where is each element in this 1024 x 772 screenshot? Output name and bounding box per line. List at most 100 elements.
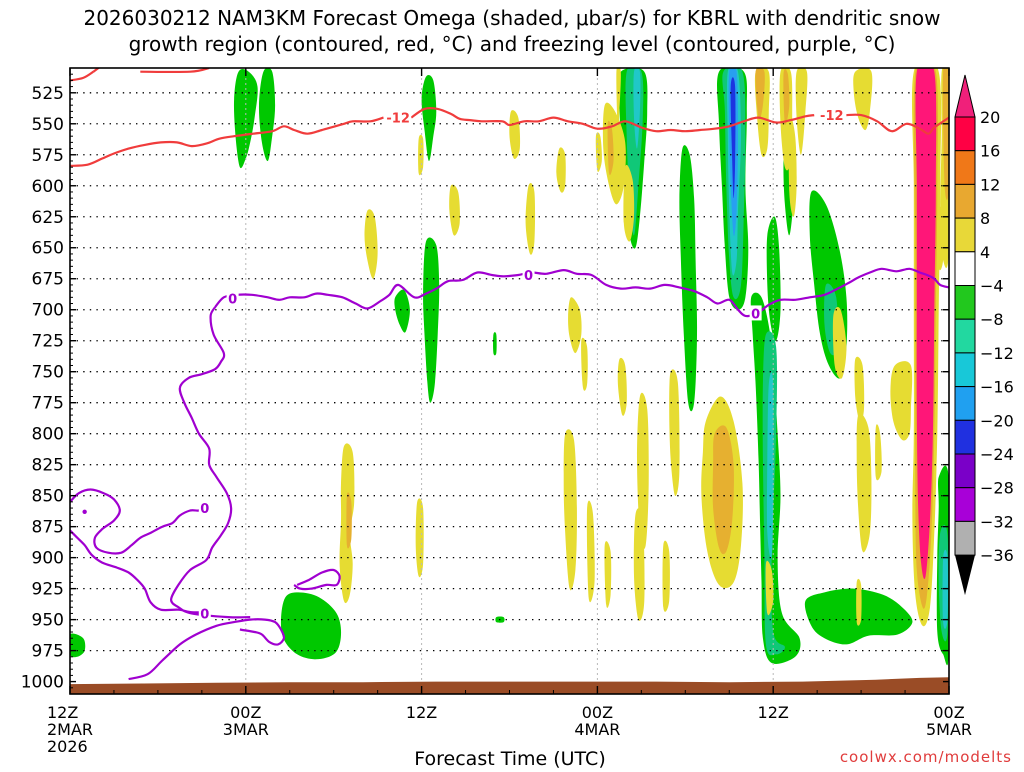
colorbar-label-7: −12: [980, 344, 1014, 363]
y-tick-label-1000: 1000: [21, 673, 64, 693]
omega-shading-layer: [70, 68, 949, 666]
omega-region-pos8-72: [942, 68, 949, 201]
omega-region-neg20-28: [730, 77, 736, 199]
omega-region-pos4-41: [364, 209, 378, 279]
x-tick-label-4: 12Z: [758, 703, 789, 722]
omega-region-pos4-40: [556, 147, 566, 193]
omega-region-neg4-13: [280, 592, 342, 660]
x-tick-label-0: 12Z: [47, 703, 78, 722]
ground-surface: [70, 677, 949, 694]
colorbar-label-13: −36: [980, 546, 1014, 565]
freezing-label-bg-3: [522, 267, 535, 283]
y-tick-label-550: 550: [32, 115, 64, 135]
freezing-label-bg-4: [749, 305, 762, 321]
x-tick-date-3: 4MAR: [574, 720, 620, 739]
dgz-contour-3: [70, 116, 384, 167]
x-tick-label-5: 00Z: [933, 703, 964, 722]
colorbar-label-8: −16: [980, 378, 1014, 397]
colorbar-label-2: 12: [980, 175, 1000, 194]
y-tick-label-675: 675: [32, 270, 64, 290]
omega-region-pos4-55: [788, 114, 797, 217]
omega-region-pos4-49: [633, 508, 645, 621]
y-tick-label-525: 525: [32, 84, 64, 104]
freezing-label-bg-2: [198, 605, 211, 621]
omega-region-pos4-35: [623, 164, 635, 242]
colorbar-label-10: −24: [980, 445, 1014, 464]
colorbar-swatch-12: [954, 520, 976, 556]
freezing-label-1: 0: [200, 502, 209, 517]
x-tick-label-3: 00Z: [582, 703, 613, 722]
x-axis-label: Forecast Time (UTC): [414, 748, 605, 768]
freezing-contour-2: [70, 529, 207, 614]
y-tick-label-725: 725: [32, 332, 64, 352]
omega-region-pos4-36: [595, 132, 602, 173]
omega-region-pos4-56: [832, 306, 847, 379]
chart-title-line2: growth region (contoured, red, °C) and f…: [129, 32, 896, 56]
freezing-label-4: 0: [751, 307, 760, 322]
colorbar-bottom-arrow: [955, 555, 975, 596]
omega-region-pos4-58: [856, 413, 872, 553]
dgz-contour-5: [846, 113, 949, 135]
x-tick-label-1: 00Z: [230, 703, 261, 722]
dgz-label-0: -12: [386, 112, 410, 127]
omega-region-neg4-1: [258, 68, 276, 162]
y-tick-label-625: 625: [32, 208, 64, 228]
y-tick-label-875: 875: [32, 518, 64, 538]
colorbar-swatch-9: [954, 419, 976, 455]
omega-region-pos4-45: [563, 429, 577, 591]
omega-region-pos8-69: [607, 120, 614, 176]
colorbar-swatch-0: [954, 116, 976, 152]
omega-region-pos4-57: [854, 356, 865, 422]
colorbar-label-0: 20: [980, 108, 1000, 127]
omega-region-pos4-52: [662, 540, 670, 612]
omega-region-pos4-59: [875, 424, 882, 481]
omega-region-pos4-46: [617, 357, 627, 416]
y-tick-label-975: 975: [32, 642, 64, 662]
y-tick-label-825: 825: [32, 456, 64, 476]
y-tick-label-775: 775: [32, 394, 64, 414]
ground-layer: [70, 677, 949, 694]
freezing-label-2: 0: [200, 607, 209, 622]
freezing-contour-5: [293, 568, 341, 591]
omega-region-pos4-39: [525, 183, 536, 255]
dgz-label-bg-0: [385, 109, 412, 125]
omega-region-pos20-75: [915, 68, 937, 579]
x-tick-date-5: 5MAR: [926, 720, 972, 739]
colorbar-swatch-5: [954, 285, 976, 320]
colorbar-label-5: −4: [980, 277, 1004, 296]
omega-region-pos4-60: [890, 361, 913, 441]
omega-region-pos8-70: [346, 492, 352, 549]
y-tick-label-900: 900: [32, 549, 64, 569]
freezing-label-3: 0: [524, 269, 533, 284]
chart-title-line1: 2026030212 NAM3KM Forecast Omega (shaded…: [83, 6, 940, 30]
dgz-label-1: -12: [820, 109, 844, 124]
x-tick-date-1: 3MAR: [223, 720, 269, 739]
colorbar-label-9: −20: [980, 411, 1014, 430]
omega-region-pos4-44: [581, 337, 588, 391]
dgz-contour-2: [140, 68, 210, 74]
x-tick-date-0: 2MAR: [47, 720, 93, 739]
freezing-contour-0: [214, 267, 949, 318]
colorbar-label-4: 4: [980, 243, 990, 262]
colorbar-swatch-4: [954, 251, 976, 287]
freezing-label-bg-0: [226, 290, 239, 306]
omega-region-pos4-54: [765, 560, 774, 616]
omega-region-neg12-23: [633, 68, 641, 149]
y-tick-label-650: 650: [32, 239, 64, 259]
omega-region-pos8-67: [755, 68, 765, 120]
omega-region-pos4-63: [856, 578, 862, 626]
colorbar-label-3: 8: [980, 209, 990, 228]
colorbar-swatch-7: [954, 352, 976, 388]
dgz-contour-4: [410, 106, 815, 133]
colorbar-swatch-10: [954, 453, 976, 489]
y-tick-label-850: 850: [32, 487, 64, 507]
omega-region-pos8-66: [712, 425, 734, 555]
omega-region-neg4-2: [421, 74, 437, 162]
omega-region-neg4-14: [70, 633, 86, 658]
dgz-contour-1: [92, 68, 101, 73]
colorbar-swatch-3: [954, 217, 976, 253]
omega-region-pos4-51: [604, 541, 612, 608]
y-tick-label-575: 575: [32, 146, 64, 166]
x-tick-label-2: 12Z: [406, 703, 437, 722]
